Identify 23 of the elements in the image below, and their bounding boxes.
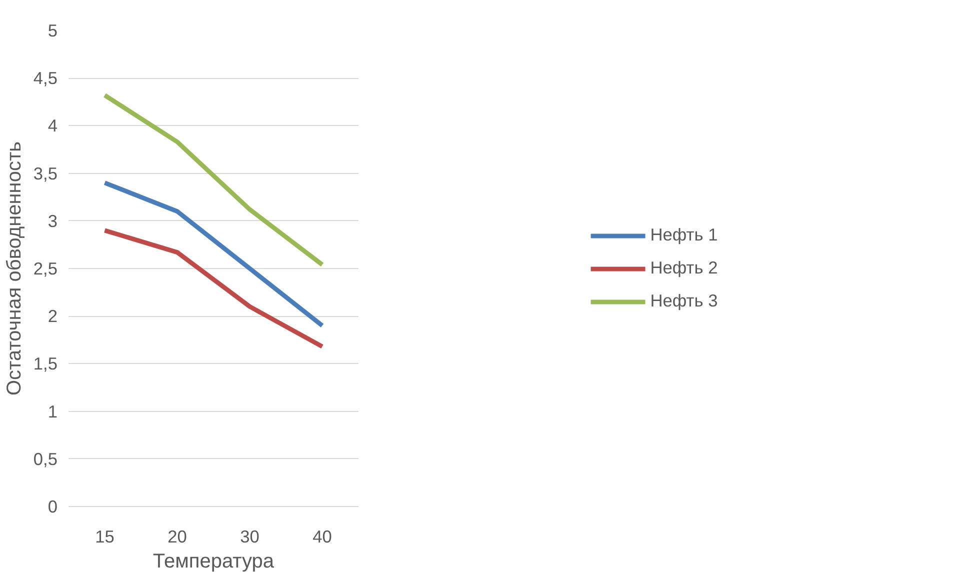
y-tick-label: 1: [48, 401, 58, 422]
line-series: [102, 92, 324, 267]
y-tick-label: 2: [48, 306, 58, 326]
y-tick-label: 0,5: [33, 448, 58, 469]
y-tick-label: 4,5: [33, 68, 58, 88]
x-tick-label: 15: [95, 526, 114, 546]
x-axis-title: Температура: [152, 550, 275, 572]
y-axis-title: Остаточная обводненность: [3, 141, 26, 396]
y-tick-label: 4: [48, 116, 58, 136]
x-tick-label: 30: [240, 526, 260, 546]
y-tick-label: 3: [48, 210, 58, 231]
legend-label: Нефть 3: [650, 290, 718, 312]
legend-label: Нефть 1: [650, 224, 718, 246]
y-tick-label: 3,5: [33, 163, 58, 184]
y-tick-label: 2,5: [33, 258, 58, 278]
x-tick-label: 20: [168, 526, 187, 546]
y-tick-label: 5: [48, 20, 58, 40]
legend-label: Нефть 2: [650, 258, 718, 278]
x-tick-label: 40: [312, 526, 332, 546]
y-tick-label: 0: [48, 496, 58, 516]
y-tick-label: 1,5: [33, 354, 58, 374]
line-series: [102, 228, 324, 349]
line-series: [102, 180, 324, 328]
